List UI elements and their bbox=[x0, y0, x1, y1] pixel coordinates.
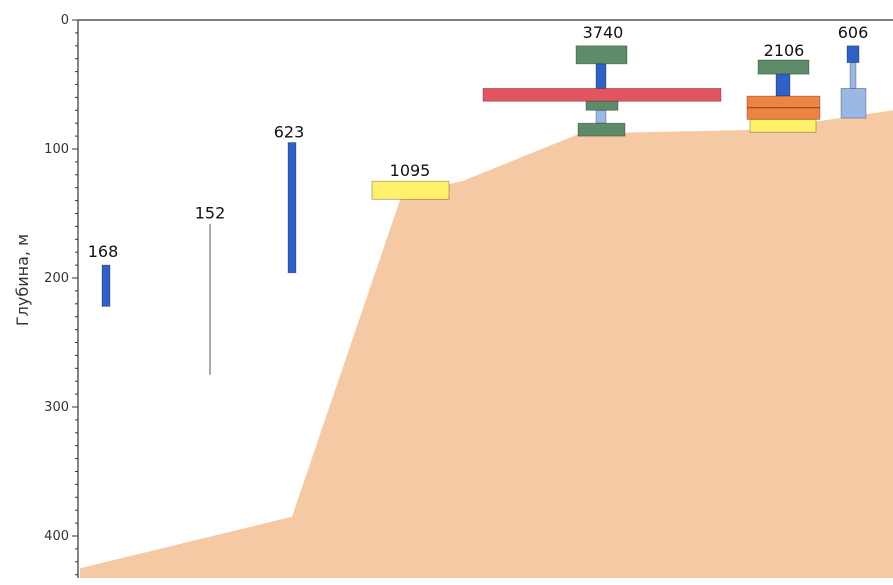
sample-core-3740 bbox=[595, 63, 607, 89]
y-tick-label: 200 bbox=[44, 271, 69, 286]
sample-core-623 bbox=[287, 142, 297, 274]
sample-layer-3740 bbox=[577, 122, 626, 137]
y-tick-label: 100 bbox=[44, 142, 69, 157]
sample-layer-606 bbox=[840, 87, 867, 119]
terrain-area bbox=[80, 110, 893, 579]
sample-label-1095: 1095 bbox=[390, 161, 431, 180]
y-tick-label: 300 bbox=[44, 400, 69, 415]
y-tick-label: 0 bbox=[61, 13, 69, 28]
sample-label-152: 152 bbox=[195, 204, 226, 223]
sample-layer-3740 bbox=[585, 100, 619, 111]
y-tick-label: 400 bbox=[44, 529, 69, 544]
sample-core-3740 bbox=[595, 109, 607, 124]
sample-layer-3740 bbox=[482, 87, 722, 102]
sample-layer-2106 bbox=[757, 59, 810, 75]
sample-layer-1095 bbox=[371, 180, 450, 200]
sample-label-168: 168 bbox=[88, 242, 119, 261]
y-axis-label: Глубина, м bbox=[13, 234, 32, 326]
sample-core-606 bbox=[846, 45, 860, 63]
sample-label-623: 623 bbox=[274, 122, 305, 141]
sample-label-2106: 2106 bbox=[764, 41, 805, 60]
sample-label-606: 606 bbox=[838, 23, 869, 42]
sample-core-606 bbox=[849, 62, 857, 89]
sample-layer-2106 bbox=[749, 118, 817, 133]
sample-core-2106 bbox=[775, 73, 791, 97]
sample-core-168 bbox=[101, 264, 111, 307]
sample-label-3740: 3740 bbox=[583, 23, 624, 42]
sample-layer-3740 bbox=[575, 45, 628, 65]
